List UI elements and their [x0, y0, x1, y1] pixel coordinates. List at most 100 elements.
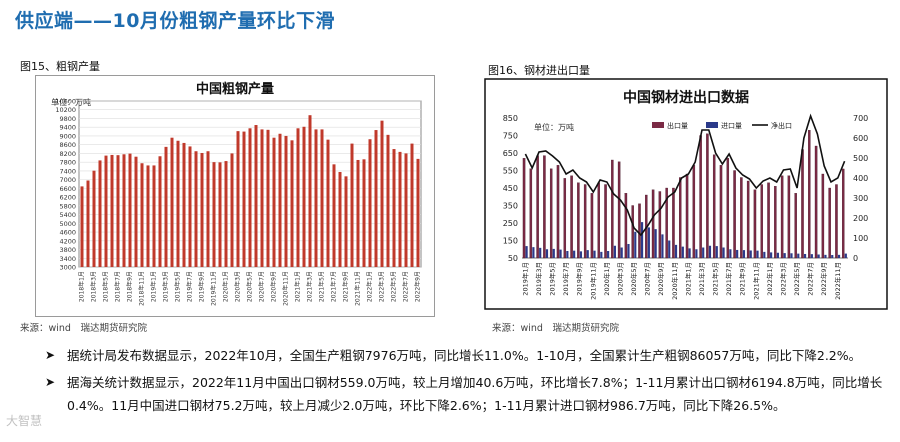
y-tick-label: 7000: [59, 176, 76, 184]
chart-title: 中国粗钢产量: [196, 81, 274, 97]
output-bar: [374, 130, 378, 267]
x-tick-label: 2022年9月: [414, 271, 422, 302]
x-tick-label: 2019年3月: [534, 262, 543, 296]
y-tick-label: 4200: [59, 237, 76, 245]
export-bar: [665, 187, 668, 259]
x-tick-label: 2020年5月: [246, 271, 254, 302]
y-right-tick-label: 300: [853, 194, 868, 203]
x-tick-label: 2022年3月: [378, 271, 386, 302]
output-bar: [152, 165, 156, 267]
x-tick-label: 2022年5月: [792, 262, 801, 296]
output-bar: [146, 165, 150, 267]
y-tick-label: 3400: [59, 255, 76, 263]
export-bar: [658, 191, 662, 259]
export-bar: [808, 130, 811, 259]
x-tick-label: 2019年7月: [186, 271, 194, 302]
import-bar: [552, 248, 555, 258]
import-bar: [722, 247, 725, 258]
x-tick-label: 2021年7月: [330, 271, 338, 302]
y-left-tick-label: 650: [503, 149, 518, 158]
import-bar: [532, 247, 535, 258]
y-right-tick-label: 600: [853, 134, 868, 143]
x-tick-label: 2022年1月: [366, 271, 374, 302]
export-bar: [753, 189, 757, 259]
y-right-tick-label: 200: [853, 214, 868, 223]
export-bar: [638, 203, 641, 259]
output-bar: [278, 133, 282, 267]
x-tick-label: 2021年7月: [724, 262, 733, 296]
export-bar: [712, 154, 716, 259]
output-bar: [416, 158, 420, 267]
x-tick-label: 2019年11月: [210, 271, 218, 306]
export-bar: [794, 193, 797, 259]
unit-label: 单位：万吨: [51, 97, 91, 107]
x-tick-label: 2022年11月: [833, 262, 842, 300]
export-bar: [611, 159, 614, 259]
import-bar: [783, 253, 786, 258]
import-bar: [749, 250, 752, 258]
y-left-tick-label: 50: [508, 254, 518, 263]
export-bar: [679, 177, 682, 259]
y-tick-label: 6600: [59, 185, 76, 193]
export-bar: [801, 149, 804, 259]
x-tick-label: 2021年5月: [318, 271, 326, 302]
x-tick-label: 2019年5月: [548, 262, 557, 296]
export-bar: [719, 165, 723, 259]
export-bar: [617, 161, 621, 259]
x-tick-label: 2019年9月: [198, 271, 206, 302]
x-tick-label: 2021年11月: [751, 262, 760, 300]
output-bar: [410, 143, 414, 267]
y-left-tick-label: 350: [503, 202, 518, 211]
export-bar: [590, 193, 594, 259]
import-bar: [674, 244, 678, 258]
import-bar: [681, 246, 684, 258]
export-bar: [672, 187, 675, 259]
import-bar: [729, 249, 732, 258]
x-tick-label: 2021年3月: [697, 262, 706, 296]
y-left-tick-label: 750: [503, 132, 518, 141]
import-bar: [600, 251, 603, 258]
output-bar: [368, 139, 372, 267]
output-bar: [182, 142, 186, 267]
import-bar: [715, 246, 718, 258]
x-tick-label: 2020年1月: [602, 262, 611, 296]
y-right-tick-label: 100: [853, 234, 868, 243]
export-bar: [692, 165, 696, 259]
x-tick-label: 2021年9月: [342, 271, 350, 302]
output-bar: [338, 171, 342, 267]
export-bar: [706, 133, 709, 259]
import-bar: [627, 244, 630, 258]
y-right-tick-label: 500: [853, 154, 868, 163]
output-bar: [218, 162, 222, 267]
x-tick-label: 2018年3月: [90, 271, 98, 302]
import-bar: [634, 231, 637, 258]
x-tick-label: 2020年7月: [643, 262, 652, 296]
output-bar: [128, 153, 132, 267]
import-bar: [742, 250, 746, 258]
import-bar: [566, 251, 569, 258]
import-bar: [797, 253, 800, 258]
import-bar: [573, 250, 576, 258]
export-bar: [740, 177, 743, 259]
bullet-text: 据海关统计数据显示，2022年11月中国出口钢材559.0万吨，较上月增加40.…: [67, 375, 883, 413]
x-tick-label: 2020年3月: [615, 262, 624, 296]
output-bar: [254, 125, 258, 267]
import-bar: [810, 254, 813, 258]
x-tick-label: 2020年9月: [656, 262, 665, 296]
export-bar: [760, 184, 763, 259]
import-bar: [525, 246, 528, 258]
output-bar: [230, 153, 234, 267]
output-bar: [110, 154, 114, 267]
import-bar: [702, 247, 705, 258]
y-tick-label: 10200: [55, 106, 76, 114]
y-left-tick-label: 250: [503, 219, 518, 228]
y-left-tick-label: 550: [503, 167, 518, 176]
x-tick-label: 2019年1月: [520, 262, 529, 296]
y-tick-label: 5000: [59, 220, 76, 228]
output-bar: [284, 135, 288, 267]
export-bar: [733, 170, 736, 259]
y-left-tick-label: 150: [503, 237, 518, 246]
import-bar: [837, 254, 841, 258]
x-tick-label: 2019年7月: [561, 262, 570, 296]
y-tick-label: 3800: [59, 246, 76, 254]
